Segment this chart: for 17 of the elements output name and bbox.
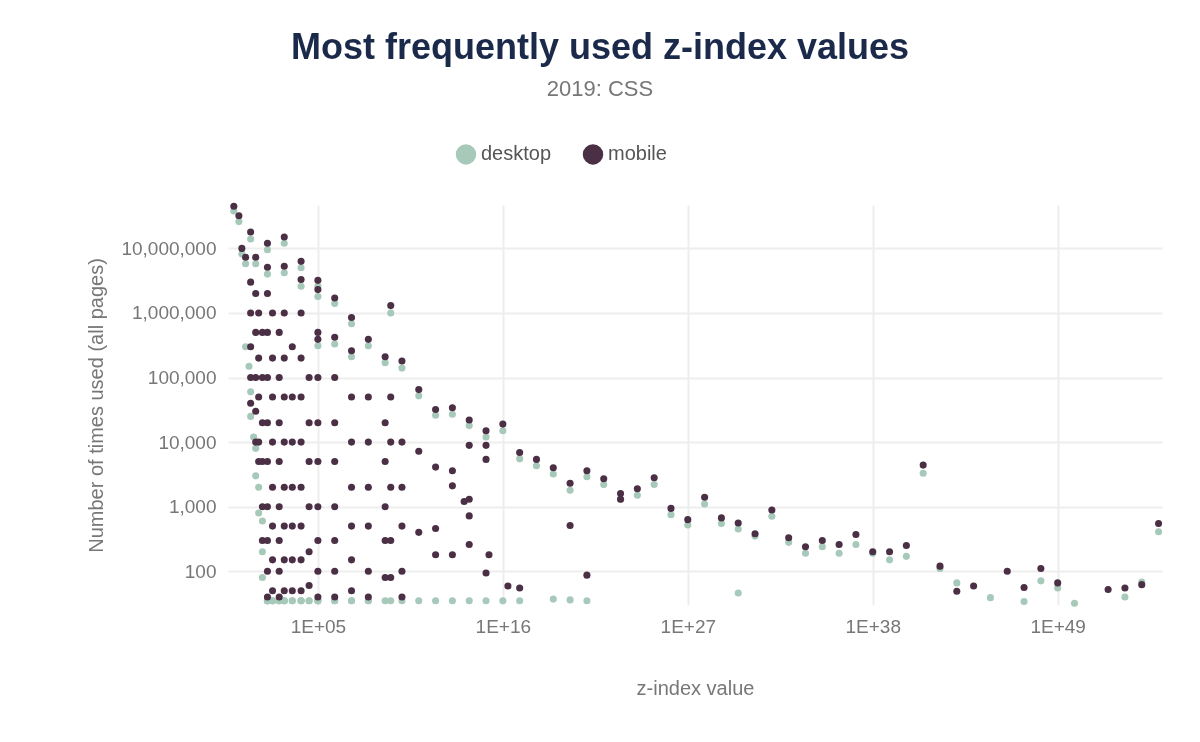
y-tick-label: 100 xyxy=(184,560,217,582)
x-axis-title: z-index value xyxy=(636,676,755,699)
x-tick-label: 1E+05 xyxy=(290,615,347,637)
y-tick-label: 10,000,000 xyxy=(121,237,217,259)
y-axis-title: Number of times used (all pages) xyxy=(85,258,108,553)
y-tick-label: 1,000,000 xyxy=(131,302,217,324)
legend-label: mobile xyxy=(608,142,667,165)
chart-subtitle: 2019: CSS xyxy=(546,76,654,101)
x-tick-label: 1E+49 xyxy=(1030,615,1086,637)
y-tick-label: 1,000 xyxy=(168,496,217,518)
x-tick-label: 1E+27 xyxy=(660,615,717,637)
x-tick-label: 1E+38 xyxy=(845,615,901,637)
y-tick-label: 100,000 xyxy=(147,367,217,389)
y-tick-label: 10,000 xyxy=(158,431,217,453)
legend-label: desktop xyxy=(481,142,552,165)
x-tick-label: 1E+16 xyxy=(475,615,532,637)
chart-title: Most frequently used z-index values xyxy=(290,26,910,67)
